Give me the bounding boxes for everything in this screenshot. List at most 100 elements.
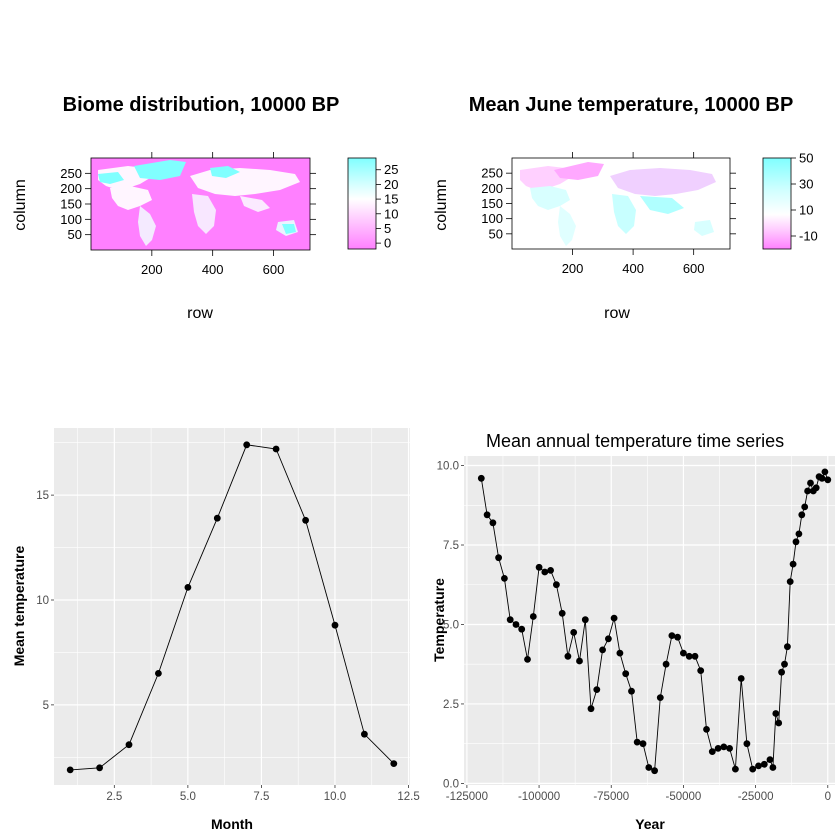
data-point <box>775 719 783 727</box>
data-point <box>66 766 74 774</box>
data-point <box>477 474 485 482</box>
data-point <box>599 646 606 654</box>
tick-labels: 2.5 5.0 7.5 10.0 12.5 5 10 15 <box>36 490 420 803</box>
data-point <box>680 649 687 657</box>
gridlines <box>54 428 410 785</box>
x-axis-label: row <box>187 305 213 322</box>
x-tick-label: 5.0 <box>180 791 196 803</box>
data-point <box>760 760 768 768</box>
data-point <box>547 567 554 574</box>
series-path <box>70 444 395 771</box>
data-point <box>784 643 791 651</box>
data-point <box>489 519 497 527</box>
colorbar <box>347 157 377 250</box>
data-point <box>628 687 635 695</box>
colorbar-tick-label: 15 <box>384 192 398 207</box>
x-tick-label: 400 <box>202 262 224 277</box>
chart-title: Biome distribution, 10000 BP <box>63 94 340 116</box>
data-point <box>795 530 803 538</box>
data-point <box>633 738 641 746</box>
y-axis-label: column <box>433 179 450 231</box>
data-point <box>541 568 549 576</box>
data-point <box>821 468 829 476</box>
data-point <box>553 581 560 589</box>
y-tick-label: 50 <box>68 227 82 242</box>
data-point <box>564 652 572 660</box>
data-point <box>506 616 514 624</box>
data-point <box>155 670 162 677</box>
data-point <box>512 621 520 628</box>
y-tick-label: 5.0 <box>443 619 459 631</box>
data-point <box>570 629 578 636</box>
data-point <box>213 514 221 522</box>
chart-biome: Biome distribution, 10000 BP 200 400 600 5… <box>12 94 398 322</box>
x-tick-label: -100000 <box>518 791 560 803</box>
data-point <box>518 625 526 633</box>
data-point <box>781 660 788 668</box>
chart-monthly-temperature: 2.5 5.0 7.5 10.0 12.5 5 10 15 Month Mean temper… <box>11 428 420 832</box>
y-tick-label: 200 <box>481 181 503 196</box>
data-point <box>685 652 693 660</box>
data-point <box>732 765 739 773</box>
data-point <box>610 614 618 622</box>
data-point <box>714 745 722 752</box>
x-tick-label: 7.5 <box>253 791 269 803</box>
y-axis-label: Temperature <box>431 578 447 662</box>
data-point <box>558 609 566 617</box>
data-point <box>605 635 612 643</box>
x-tick-label: 200 <box>141 262 163 277</box>
data-point <box>792 538 800 546</box>
y-tick-label: 250 <box>60 166 82 181</box>
colorbar-tick-label: -10 <box>799 229 818 244</box>
colorbar-tick-label: 50 <box>799 151 813 166</box>
y-tick-label: 150 <box>60 197 82 212</box>
gridlines <box>464 456 835 785</box>
data-point <box>651 767 658 775</box>
data-point <box>184 584 192 591</box>
data-point <box>662 660 670 668</box>
data-point <box>645 764 653 771</box>
y-tick-label: 7.5 <box>443 540 459 552</box>
data-point <box>798 511 806 519</box>
y-axis-label: Mean temperature <box>11 545 27 666</box>
series-line <box>70 444 395 771</box>
data-point <box>668 632 676 639</box>
x-axis-label: Month <box>211 816 253 832</box>
colorbar-tick-label: 30 <box>799 177 813 192</box>
x-tick-label: -125000 <box>446 791 488 803</box>
data-point <box>708 748 716 755</box>
y-tick-label: 100 <box>60 212 82 227</box>
data-point <box>529 613 537 620</box>
data-point <box>125 741 133 749</box>
data-points <box>66 441 398 774</box>
data-point <box>786 578 794 585</box>
tick-labels: -125000 -100000 -75000 -50000 -25000 0 0.0 2.5 5… <box>437 461 831 803</box>
data-point <box>576 657 583 665</box>
data-point <box>749 765 757 773</box>
data-point <box>804 487 811 495</box>
data-point <box>581 616 589 624</box>
data-point <box>302 516 309 524</box>
colorbar-tick-label: 5 <box>384 221 391 236</box>
data-point <box>772 710 780 717</box>
x-tick-label: -25000 <box>738 791 774 803</box>
colorbar-tick-label: 10 <box>799 203 813 218</box>
data-point <box>766 756 774 763</box>
y-tick-label: 50 <box>489 226 503 241</box>
data-point <box>769 764 777 771</box>
data-point <box>361 730 368 738</box>
data-point <box>495 554 502 562</box>
land-mass <box>520 162 716 246</box>
colorbar-tick-label: 20 <box>384 177 398 192</box>
y-tick-label: 0.0 <box>443 778 459 790</box>
y-tick-label: 15 <box>36 490 49 502</box>
data-point <box>587 705 595 713</box>
data-point <box>818 474 826 482</box>
data-point <box>524 656 531 663</box>
colorbar <box>762 157 792 250</box>
x-tick-label: 2.5 <box>106 791 122 803</box>
data-point <box>824 476 832 484</box>
